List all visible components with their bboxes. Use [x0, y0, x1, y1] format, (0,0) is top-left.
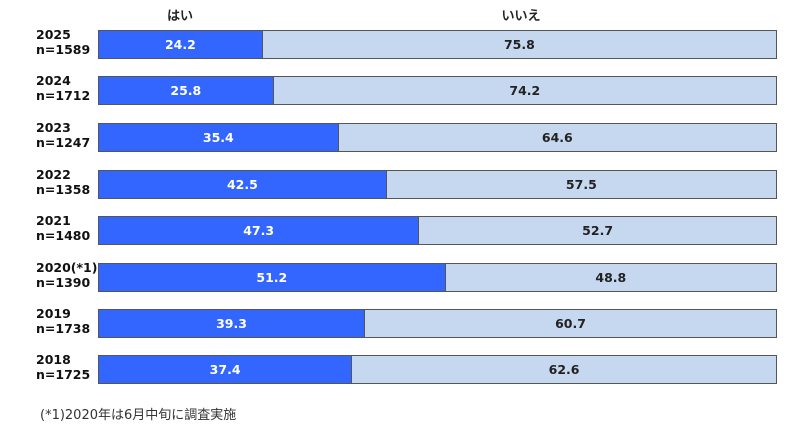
bar-segment-no: 74.2 [273, 77, 776, 104]
bar-segment-yes: 39.3 [99, 310, 366, 337]
bar-segment-yes: 35.4 [99, 124, 339, 151]
bar-segment-yes: 37.4 [99, 356, 353, 383]
stacked-bar: 25.8 74.2 [98, 76, 777, 105]
legend-yes: はい [166, 9, 194, 24]
stacked-bar: 35.4 64.6 [98, 123, 777, 152]
bar-segment-no: 64.6 [338, 124, 776, 151]
row-label: 2018 n=1725 [36, 352, 90, 382]
row-label: 2020(*1) n=1390 [36, 260, 97, 290]
stacked-bar: 42.5 57.5 [98, 170, 777, 199]
chart-row: 2021 n=1480 47.3 52.7 [0, 213, 800, 247]
bar-segment-yes: 47.3 [99, 217, 420, 244]
row-year: 2023 [36, 120, 71, 135]
row-year: 2018 [36, 352, 71, 367]
chart-row: 2025 n=1589 24.2 75.8 [0, 27, 800, 61]
stacked-bar: 39.3 60.7 [98, 309, 777, 338]
chart-row: 2024 n=1712 25.8 74.2 [0, 73, 800, 107]
row-year: 2020(*1) [36, 260, 98, 275]
bar-segment-yes: 24.2 [99, 31, 263, 58]
chart-row: 2018 n=1725 37.4 62.6 [0, 352, 800, 386]
chart-row: 2019 n=1738 39.3 60.7 [0, 306, 800, 340]
row-year: 2019 [36, 306, 71, 321]
stacked-bar: 37.4 62.6 [98, 355, 777, 384]
row-label: 2022 n=1358 [36, 167, 90, 197]
bar-segment-yes: 25.8 [99, 77, 274, 104]
bar-segment-no: 57.5 [386, 171, 776, 198]
row-year: 2022 [36, 167, 71, 182]
row-n: n=1390 [36, 275, 91, 290]
stacked-bar: 47.3 52.7 [98, 216, 777, 245]
chart-row: 2023 n=1247 35.4 64.6 [0, 120, 800, 154]
bar-segment-no: 75.8 [262, 31, 776, 58]
row-label: 2024 n=1712 [36, 73, 90, 103]
row-n: n=1480 [36, 228, 91, 243]
row-label: 2019 n=1738 [36, 306, 90, 336]
row-year: 2024 [36, 73, 71, 88]
bar-segment-yes: 42.5 [99, 171, 387, 198]
row-n: n=1247 [36, 135, 91, 150]
row-year: 2021 [36, 213, 71, 228]
stacked-bar: 24.2 75.8 [98, 30, 777, 59]
row-n: n=1725 [36, 367, 91, 382]
bar-segment-yes: 51.2 [99, 264, 446, 291]
stacked-bar: 51.2 48.8 [98, 263, 777, 292]
row-n: n=1738 [36, 321, 91, 336]
row-label: 2023 n=1247 [36, 120, 90, 150]
bar-segment-no: 52.7 [419, 217, 776, 244]
chart-row: 2022 n=1358 42.5 57.5 [0, 167, 800, 201]
row-n: n=1358 [36, 182, 91, 197]
footnote: (*1)2020年は6月中旬に調査実施 [40, 408, 237, 423]
row-label: 2021 n=1480 [36, 213, 90, 243]
row-n: n=1712 [36, 88, 91, 103]
bar-segment-no: 48.8 [445, 264, 776, 291]
chart-row: 2020(*1) n=1390 51.2 48.8 [0, 260, 800, 294]
row-n: n=1589 [36, 42, 91, 57]
row-label: 2025 n=1589 [36, 27, 90, 57]
legend-no: いいえ [501, 9, 541, 24]
bar-segment-no: 60.7 [365, 310, 776, 337]
row-year: 2025 [36, 27, 71, 42]
bar-segment-no: 62.6 [352, 356, 776, 383]
